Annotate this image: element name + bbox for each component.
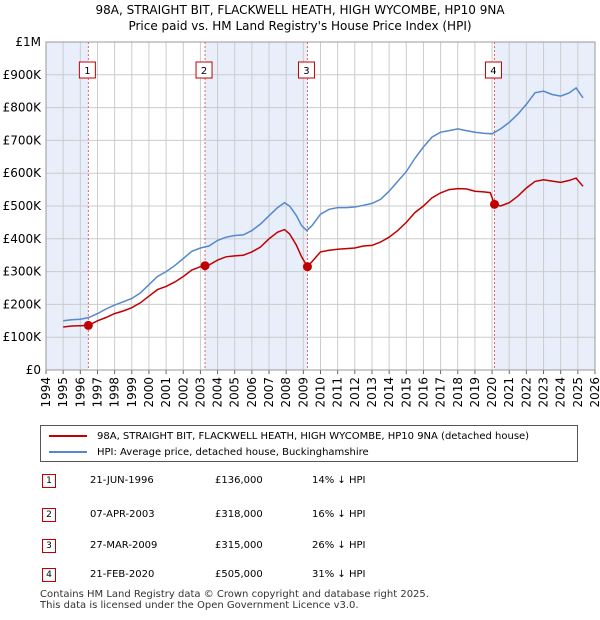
y-tick-label: £300K — [3, 265, 43, 279]
x-tick-label: 1995 — [56, 377, 70, 408]
chart-title-line-1: 98A, STRAIGHT BIT, FLACKWELL HEATH, HIGH… — [95, 3, 505, 17]
row-number-badge: 1 — [42, 474, 56, 488]
sale-dot — [302, 262, 312, 272]
y-tick-label: £500K — [3, 199, 43, 213]
row-date: 27-MAR-2009 — [90, 540, 158, 551]
row-date: 21-FEB-2020 — [90, 569, 155, 580]
y-axis-ticks: £0 £100K £200K £300K £400K £500K £600K £700K £80… — [3, 35, 43, 377]
footer-line-1: Contains HM Land Registry data © Crown c… — [40, 589, 429, 600]
legend-label-hpi: HPI: Average price, detached house, Buck… — [97, 446, 369, 458]
chart-title-line-2: Price paid vs. HM Land Registry's House … — [128, 19, 472, 33]
x-tick-label: 2013 — [365, 377, 379, 408]
sale-badge-label: 3 — [303, 66, 309, 77]
sale-dot — [489, 199, 499, 209]
x-tick-label: 1999 — [125, 377, 139, 408]
sale-badge-box — [484, 61, 502, 79]
y-tick-label: £1M — [15, 35, 41, 49]
y-tick-label: £600K — [3, 166, 43, 180]
x-tick-label: 2000 — [142, 377, 156, 408]
footer-line-2: This data is licensed under the Open Gov… — [40, 600, 359, 611]
row-price: £315,000 — [215, 540, 263, 551]
x-tick-label: 2022 — [519, 377, 533, 408]
y-tick-label: £800K — [3, 101, 43, 115]
legend-swatch-hpi — [49, 451, 87, 453]
x-tick-label: 1996 — [73, 377, 87, 408]
row-number-badge: 2 — [42, 508, 56, 522]
x-tick-label: 2023 — [537, 377, 551, 408]
hpi-series-line — [63, 86, 584, 322]
row-hpi-diff: 31% ↓ HPI — [312, 569, 366, 580]
legend-label-property: 98A, STRAIGHT BIT, FLACKWELL HEATH, HIGH… — [97, 430, 530, 442]
row-price: £136,000 — [215, 475, 263, 486]
row-number-badge: 4 — [42, 568, 56, 582]
row-hpi-diff: 26% ↓ HPI — [312, 540, 366, 551]
x-tick-label: 2014 — [382, 377, 396, 408]
legend-swatch-property — [49, 435, 87, 437]
footer-notice: Contains HM Land Registry data © Crown c… — [40, 589, 429, 611]
legend: 98A, STRAIGHT BIT, FLACKWELL HEATH, HIGH… — [40, 425, 578, 462]
x-tick-label: 2020 — [485, 377, 499, 408]
x-tick-label: 1997 — [90, 377, 104, 408]
price-chart: 1 2 3 4 £0 £100K £200K £300K £400K £500K £600K £70… — [3, 35, 600, 408]
x-tick-label: 2021 — [502, 377, 516, 408]
y-tick-label: £0 — [26, 363, 41, 377]
sale-dots — [83, 199, 499, 330]
x-tick-label: 2019 — [468, 377, 482, 408]
sale-badge-label: 2 — [201, 66, 207, 77]
x-tick-label: 2006 — [245, 377, 259, 408]
row-hpi-diff: 14% ↓ HPI — [312, 475, 366, 486]
x-tick-label: 2008 — [279, 377, 293, 408]
plot-frame — [45, 41, 596, 371]
x-tick-label: 1998 — [108, 377, 122, 408]
x-tick-label: 2012 — [348, 377, 362, 408]
row-hpi-diff: 16% ↓ HPI — [312, 509, 366, 520]
legend-item-property: 98A, STRAIGHT BIT, FLACKWELL HEATH, HIGH… — [49, 428, 529, 444]
sale-badge-box — [78, 61, 96, 79]
x-tick-label: 2018 — [451, 377, 465, 408]
x-axis-ticks: 1994 1995 1996 1997 1998 1999 2000 2001 2002 2003… — [39, 370, 600, 408]
y-tick-label: £700K — [3, 133, 43, 147]
y-tick-label: £900K — [3, 68, 43, 82]
x-tick-label: 2024 — [554, 377, 568, 408]
x-tick-label: 2010 — [314, 377, 328, 408]
sale-badge-box — [195, 61, 213, 79]
x-tick-label: 2016 — [416, 377, 430, 408]
row-price: £505,000 — [215, 569, 263, 580]
sale-badge-label: 4 — [490, 66, 496, 77]
sale-dot — [200, 261, 210, 271]
x-tick-label: 2009 — [296, 377, 310, 408]
x-tick-label: 2015 — [399, 377, 413, 408]
row-price: £318,000 — [215, 509, 263, 520]
y-tick-label: £100K — [3, 330, 43, 344]
x-tick-label: 2003 — [193, 377, 207, 408]
x-tick-label: 2005 — [228, 377, 242, 408]
row-date: 21-JUN-1996 — [90, 475, 154, 486]
x-tick-label: 2002 — [176, 377, 190, 408]
x-tick-label: 2001 — [159, 377, 173, 408]
y-tick-label: £200K — [3, 297, 43, 311]
table-row: 2 07-APR-2003 £318,000 16% ↓ HPI — [40, 506, 440, 524]
table-row: 1 21-JUN-1996 £136,000 14% ↓ HPI — [40, 472, 440, 490]
x-tick-label: 2004 — [211, 377, 225, 408]
table-row: 4 21-FEB-2020 £505,000 31% ↓ HPI — [40, 566, 440, 584]
x-tick-label: 2025 — [571, 377, 585, 408]
y-tick-label: £400K — [3, 232, 43, 246]
x-tick-label: 2011 — [331, 377, 345, 408]
row-date: 07-APR-2003 — [90, 509, 155, 520]
sale-badge-box — [297, 61, 315, 79]
x-tick-label: 1994 — [39, 377, 53, 408]
sale-badge-label: 1 — [84, 66, 90, 77]
sale-dot — [83, 320, 93, 330]
sale-badges: 1 2 3 4 — [78, 61, 502, 79]
x-tick-label: 2026 — [588, 377, 600, 408]
row-number-badge: 3 — [42, 539, 56, 553]
x-tick-label: 2007 — [262, 377, 276, 408]
table-row: 3 27-MAR-2009 £315,000 26% ↓ HPI — [40, 537, 440, 555]
legend-item-hpi: HPI: Average price, detached house, Buck… — [49, 444, 369, 460]
x-tick-label: 2017 — [434, 377, 448, 408]
